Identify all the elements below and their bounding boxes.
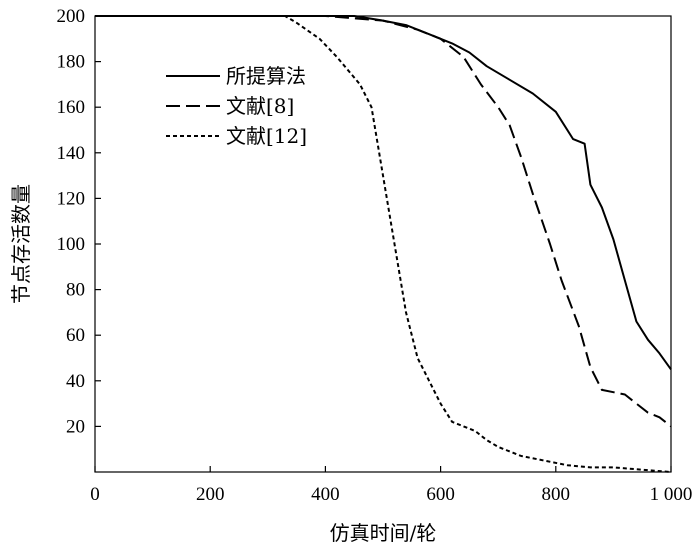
x-tick-label: 0: [90, 484, 100, 505]
x-tick-label: 400: [311, 484, 340, 505]
y-tick-label: 200: [57, 6, 86, 27]
y-tick-label: 80: [66, 280, 85, 301]
y-tick-label: 180: [57, 52, 86, 73]
x-axis-title: 仿真时间/轮: [330, 521, 437, 545]
series-line-1: [95, 15, 672, 370]
y-tick-label: 100: [57, 234, 86, 255]
y-tick-label: 60: [66, 325, 85, 346]
y-tick-label: 160: [57, 97, 86, 118]
x-tick-label: 800: [542, 484, 571, 505]
x-axis-ticks: 0 200 400 600 800 1 000: [90, 466, 692, 505]
y-axis-title: 节点存活数量: [9, 184, 33, 304]
legend-label: 文献[12]: [226, 124, 307, 148]
y-axis-ticks: 20 40 60 80 100 120 140 160 180 200: [57, 6, 101, 437]
plot-frame: [94, 15, 672, 473]
y-tick-label: 140: [57, 143, 86, 164]
x-tick-label: 1 000: [650, 484, 693, 505]
y-tick-label: 40: [66, 371, 85, 392]
legend-label: 文献[8]: [226, 94, 294, 118]
legend-label: 所提算法: [226, 64, 306, 88]
series-line-2: [95, 15, 672, 428]
series-line-3: [95, 15, 672, 473]
x-tick-label: 200: [196, 484, 225, 505]
y-tick-label: 20: [66, 416, 85, 437]
y-tick-label: 120: [57, 188, 86, 209]
x-tick-label: 600: [426, 484, 455, 505]
series-layer: [95, 15, 672, 473]
